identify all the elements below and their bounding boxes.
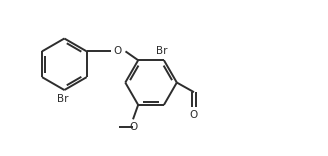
Text: O: O	[190, 110, 198, 120]
Text: Br: Br	[57, 94, 69, 104]
Text: O: O	[129, 122, 137, 132]
Text: O: O	[114, 46, 122, 56]
Text: Br: Br	[156, 46, 168, 56]
